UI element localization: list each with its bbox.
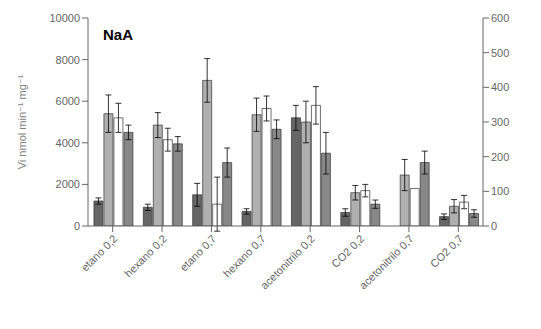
svg-text:8000: 8000 bbox=[56, 54, 80, 66]
svg-text:600: 600 bbox=[491, 12, 509, 24]
svg-text:400: 400 bbox=[491, 81, 509, 93]
svg-text:0: 0 bbox=[74, 220, 80, 232]
svg-text:etano 0,2: etano 0,2 bbox=[79, 232, 120, 273]
svg-text:CO2 0,7: CO2 0,7 bbox=[428, 232, 465, 269]
svg-text:Vi nmol min⁻¹ mg⁻¹: Vi nmol min⁻¹ mg⁻¹ bbox=[16, 74, 28, 169]
svg-text:500: 500 bbox=[491, 47, 509, 59]
svg-text:4000: 4000 bbox=[56, 137, 80, 149]
svg-text:acetonitrilo 0,2: acetonitrilo 0,2 bbox=[258, 232, 317, 291]
svg-text:hexano 0,2: hexano 0,2 bbox=[122, 232, 169, 279]
html-text:NaA: NaA bbox=[103, 26, 133, 43]
svg-text:6000: 6000 bbox=[56, 95, 80, 107]
svg-text:acetonitrilo 0,7: acetonitrilo 0,7 bbox=[357, 232, 416, 291]
svg-text:hexano 0,7: hexano 0,7 bbox=[221, 232, 268, 279]
svg-text:100: 100 bbox=[491, 185, 509, 197]
svg-text:CO2 0,2: CO2 0,2 bbox=[329, 232, 366, 269]
svg-text:etano 0,7: etano 0,7 bbox=[177, 232, 218, 273]
svg-text:0: 0 bbox=[491, 220, 497, 232]
svg-text:10000: 10000 bbox=[49, 12, 80, 24]
svg-text:300: 300 bbox=[491, 116, 509, 128]
svg-text:200: 200 bbox=[491, 151, 509, 163]
svg-text:2000: 2000 bbox=[56, 178, 80, 190]
